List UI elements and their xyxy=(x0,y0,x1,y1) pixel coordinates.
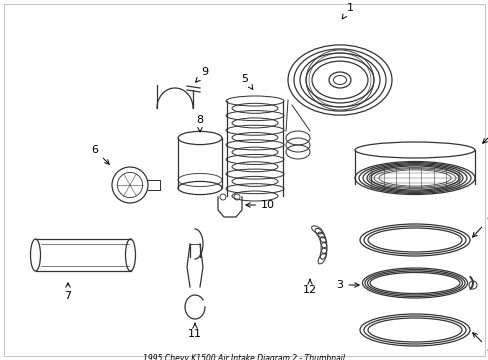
Text: 9: 9 xyxy=(195,67,208,82)
Text: 1: 1 xyxy=(342,3,353,19)
Text: 12: 12 xyxy=(303,279,316,295)
Text: 10: 10 xyxy=(245,200,274,210)
Text: 7: 7 xyxy=(64,283,71,301)
Text: 5: 5 xyxy=(241,73,252,89)
Text: 8: 8 xyxy=(196,115,203,132)
Text: 3: 3 xyxy=(336,280,358,290)
Text: 4: 4 xyxy=(472,333,488,355)
Text: 6: 6 xyxy=(91,145,109,164)
Text: 11: 11 xyxy=(187,323,202,339)
Text: 4: 4 xyxy=(471,213,488,237)
Text: 2: 2 xyxy=(482,121,488,143)
Text: 1995 Chevy K1500 Air Intake Diagram 2 - Thumbnail: 1995 Chevy K1500 Air Intake Diagram 2 - … xyxy=(142,354,345,360)
